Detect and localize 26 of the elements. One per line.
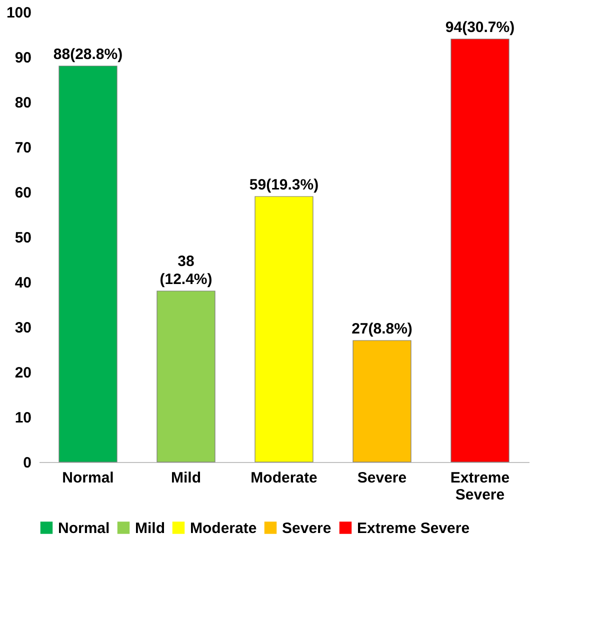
data-label: 38 (12.4%) (160, 253, 212, 288)
y-tick-label: 60 (14, 184, 32, 202)
y-tick-label: 40 (14, 274, 32, 292)
y-tick-label: 50 (14, 230, 32, 246)
y-tick-label: 100 (6, 4, 32, 22)
legend-label: Extreme Severe (357, 520, 470, 537)
y-tick-label: 70 (14, 140, 32, 156)
x-tick-label: Moderate (250, 470, 318, 486)
x-tick-label: Extreme Severe (450, 470, 510, 504)
y-tick-label: 20 (14, 364, 32, 382)
x-tick-label: Severe (357, 470, 407, 486)
y-tick-label: 90 (14, 50, 32, 66)
data-label: 88(28.8%) (53, 46, 123, 63)
data-label: 94(30.7%) (445, 19, 515, 36)
legend-label: Severe (282, 520, 332, 537)
y-tick-label: 30 (14, 320, 32, 336)
data-label: 27(8.8%) (352, 320, 412, 338)
y-tick-label: 0 (23, 454, 32, 472)
data-label: 59(19.3%) (249, 176, 319, 194)
legend-label: Mild (135, 520, 165, 537)
x-tick-label: Mild (171, 470, 201, 486)
x-tick-label: Normal (62, 470, 114, 486)
y-tick-label: 10 (14, 410, 32, 426)
legend-label: Moderate (190, 520, 257, 537)
y-tick-label: 80 (14, 94, 32, 112)
legend-label: Normal (58, 520, 110, 537)
